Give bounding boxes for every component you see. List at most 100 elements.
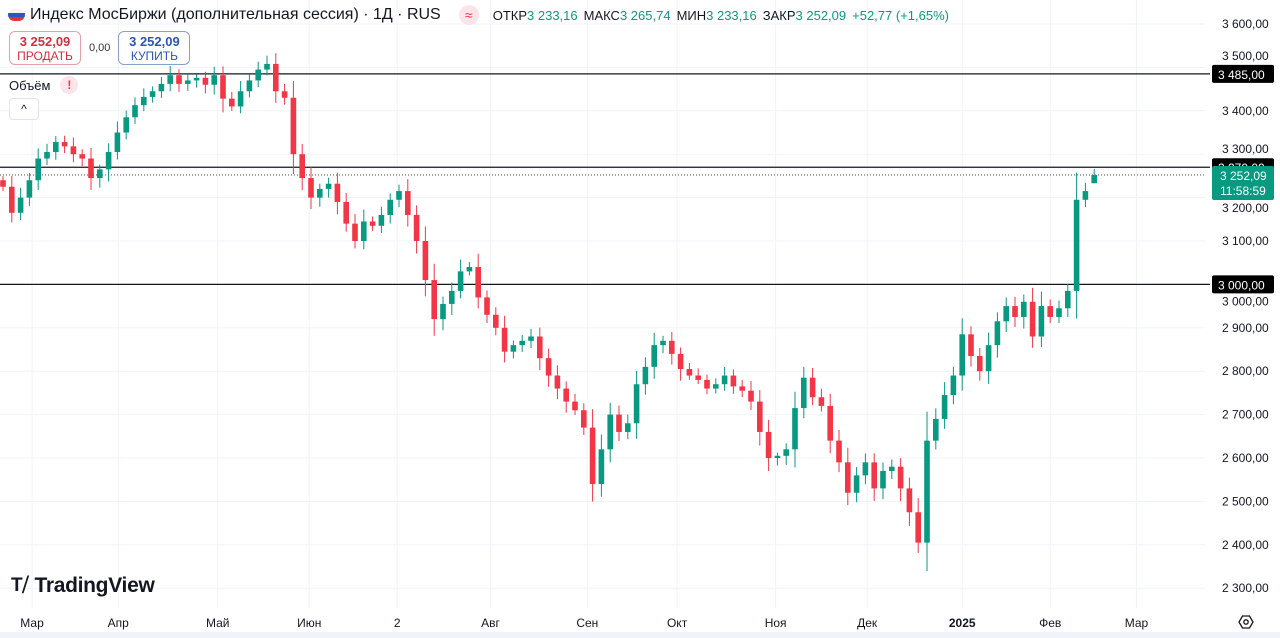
candle-down: [537, 327, 543, 371]
candle-down: [616, 405, 622, 442]
candle-down: [308, 167, 314, 209]
candle-down: [493, 307, 499, 336]
candle-body: [1073, 199, 1080, 291]
candle-body: [572, 401, 578, 411]
candle-down: [757, 390, 763, 446]
candle-down: [695, 368, 701, 385]
candle-body: [739, 386, 745, 391]
candle-body: [519, 340, 525, 346]
candle-body: [378, 214, 385, 226]
candle-body: [968, 334, 974, 357]
buy-button[interactable]: 3 252,09 КУПИТЬ: [118, 31, 191, 65]
time-tick-label: Ноя: [765, 616, 787, 630]
candle-up: [792, 391, 798, 468]
candle-body: [625, 423, 631, 432]
sell-button[interactable]: 3 252,09 ПРОДАТЬ: [9, 31, 81, 65]
price-axis[interactable]: 3 600,00 3 500,00 3 400,00 3 300,00 3 200,00…: [1222, 17, 1269, 595]
candle-up: [317, 183, 323, 207]
settings-icon[interactable]: [1238, 614, 1254, 630]
time-tick-label: Мар: [20, 616, 44, 630]
time-axis[interactable]: Мар Апр Май Июн 2 Авг Сен Окт Ноя Дек 2025 Фев Мар: [0, 616, 1280, 638]
candle-down: [431, 263, 437, 336]
candle-up: [105, 143, 112, 182]
candle-body: [211, 75, 217, 85]
candle-body: [466, 267, 473, 272]
candle-body: [396, 191, 402, 200]
candle-up: [941, 382, 948, 429]
candle-body: [1047, 306, 1053, 317]
collapse-button[interactable]: ^: [9, 98, 39, 120]
spread-value: 0,00: [89, 42, 111, 54]
candle-up: [959, 318, 965, 391]
hline-price-label: 3 485,00: [1218, 68, 1265, 82]
candle-body: [598, 449, 605, 485]
warning-icon[interactable]: !: [60, 76, 79, 94]
candle-body: [836, 440, 842, 463]
candle-down: [176, 69, 182, 92]
change-value: +52,77 (+1,65%): [852, 7, 949, 23]
candle-up: [1003, 297, 1009, 333]
candle-up: [17, 187, 24, 221]
sell-label: ПРОДАТЬ: [17, 49, 73, 63]
candle-down: [0, 176, 6, 191]
candle-up: [158, 76, 165, 98]
candle-body: [167, 75, 173, 84]
candle-up: [633, 370, 640, 439]
bottom-border: [0, 632, 1280, 638]
candle-up: [141, 88, 147, 112]
candle-body: [70, 146, 77, 155]
price-tick-label: 2 900,00: [1222, 321, 1269, 335]
candle-down: [765, 419, 772, 472]
last-price-label: 3 252,09: [1220, 169, 1267, 183]
candle-body: [959, 334, 965, 376]
hline-price-label: 3 000,00: [1218, 278, 1265, 292]
candle-body: [141, 96, 147, 106]
time-tick-label: Май: [206, 616, 230, 630]
candle-down: [299, 143, 305, 191]
candle-up: [211, 66, 217, 95]
candle-up: [774, 452, 781, 466]
time-tick-label: Дек: [857, 616, 878, 630]
candle-up: [361, 209, 367, 250]
candle-body: [607, 414, 613, 450]
time-tick-label: Июн: [297, 616, 321, 630]
candle-down: [501, 315, 508, 363]
candle-body: [457, 271, 464, 291]
candle-up: [950, 366, 957, 405]
candle-body: [413, 214, 420, 241]
price-tick-label: 3 300,00: [1222, 142, 1269, 156]
candle-down: [563, 381, 569, 413]
candle-up: [1091, 169, 1097, 184]
time-tick-label: Авг: [481, 616, 500, 630]
candle-up: [26, 172, 33, 206]
candle-down: [413, 205, 420, 254]
candle-up: [607, 402, 613, 463]
candle-down: [739, 380, 745, 398]
candle-up: [933, 408, 939, 450]
volume-indicator[interactable]: Объём !: [9, 76, 79, 94]
low-label: МИН: [676, 7, 707, 23]
approx-data-icon[interactable]: ≈: [458, 5, 479, 25]
candle-down: [572, 393, 578, 416]
candle-body: [528, 336, 534, 341]
candle-body: [933, 418, 939, 441]
symbol-title[interactable]: Индекс МосБиржи (дополнительная сессия) …: [30, 6, 441, 23]
candle-up: [801, 367, 807, 419]
candle-down: [334, 172, 341, 215]
price-tick-label: 2 700,00: [1222, 408, 1269, 422]
candles: [0, 53, 1097, 572]
candle-up: [396, 184, 402, 208]
horizontal-lines[interactable]: [0, 73, 1210, 286]
candle-up: [862, 453, 869, 485]
price-tick-label: 3 200,00: [1222, 201, 1269, 215]
candle-body: [589, 427, 596, 485]
candle-up: [35, 148, 41, 191]
candle-down: [554, 365, 561, 400]
candle-up: [994, 312, 1001, 358]
candle-down: [70, 137, 77, 163]
tradingview-logo[interactable]: T⧸ TradingView: [11, 574, 155, 598]
candle-body: [880, 471, 886, 489]
candle-body: [343, 201, 349, 224]
candle-down: [906, 477, 913, 527]
